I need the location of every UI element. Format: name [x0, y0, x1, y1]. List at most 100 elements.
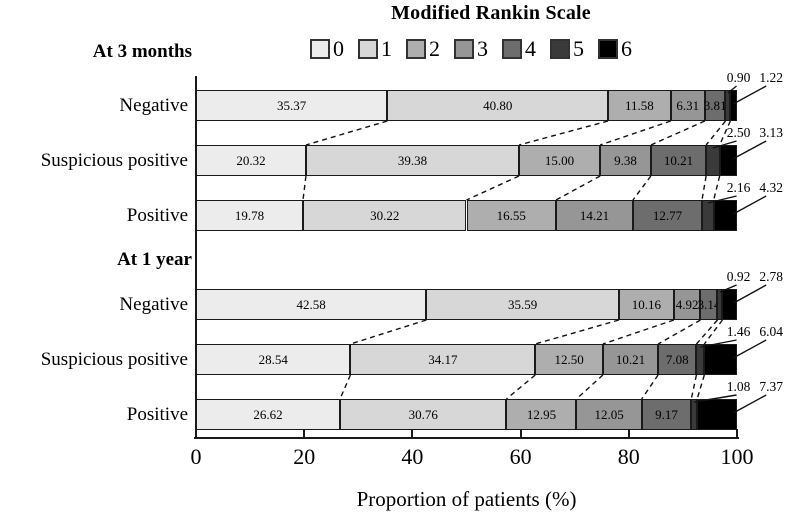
segment-value-label: 40.80	[483, 98, 513, 113]
dashed-connector	[696, 374, 705, 400]
segment-value-label: 35.37	[277, 98, 307, 113]
x-tick-mark	[519, 429, 522, 437]
x-axis-line	[194, 437, 739, 439]
bar-segment-mrs-3: 12.05	[576, 399, 642, 430]
bar-segment-mrs-3: 10.21	[602, 344, 659, 375]
dashed-connector	[555, 175, 601, 201]
leader-line-mrs-6	[732, 140, 767, 160]
legend-label: 1	[381, 36, 392, 61]
legend-label: 2	[429, 36, 440, 61]
segment-value-label: 10.21	[615, 352, 646, 367]
bar-segment-mrs-6	[697, 399, 737, 430]
bar-segment-mrs-3: 14.21	[556, 200, 633, 231]
bar-segment-mrs-0: 26.62	[196, 399, 340, 430]
bar-segment-mrs-4: 7.08	[658, 344, 697, 375]
x-tick-mark	[736, 429, 738, 437]
dashed-connector	[599, 120, 671, 146]
bar-segment-mrs-2: 11.58	[608, 90, 671, 121]
legend-swatch-icon	[454, 39, 474, 59]
bar-segment-mrs-6	[719, 145, 737, 176]
segment-value-label: 34.17	[428, 352, 458, 367]
bar-segment-mrs-1: 30.22	[303, 200, 467, 231]
bar-segment-mrs-0: 28.54	[196, 344, 351, 375]
dashed-connector	[466, 175, 520, 201]
dashed-connector	[302, 175, 307, 201]
leader-line-mrs-6	[732, 339, 767, 359]
segment-value-label: 16.55	[496, 208, 526, 223]
x-tick-mark	[303, 429, 306, 437]
dashed-connector	[339, 374, 352, 400]
x-tick-label: 80	[617, 444, 640, 469]
segment-value-label: 19.78	[234, 208, 265, 223]
dashed-connector	[695, 319, 718, 345]
bar-segment-mrs-1: 35.59	[426, 289, 619, 320]
leader-line-mrs-6	[733, 284, 767, 304]
bar-segment-mrs-2: 15.00	[518, 145, 601, 176]
leader-line-mrs-6	[732, 394, 767, 414]
segment-value-label: 4.92	[675, 297, 699, 312]
segment-value-label: 11.58	[625, 98, 654, 113]
bar-segment-mrs-5	[696, 344, 705, 375]
annotation-value-mrs-5: 2.50	[726, 125, 751, 140]
bar-segment-mrs-3: 9.38	[600, 145, 651, 176]
segment-value-label: 9.17	[655, 407, 678, 422]
bar-segment-mrs-4: 12.77	[632, 200, 702, 231]
annotation-value-mrs-5: 1.46	[726, 324, 751, 339]
annotation-value-mrs-6: 3.13	[759, 125, 783, 140]
dashed-connector	[690, 374, 698, 400]
bar-annotation: 1.08 7.37	[727, 379, 783, 395]
dashed-connector	[701, 175, 707, 201]
annotation-value-mrs-5: 2.16	[726, 180, 751, 195]
bar-segment-mrs-0: 35.37	[196, 90, 388, 121]
dashed-connector	[535, 319, 620, 345]
segment-value-label: 30.22	[370, 208, 400, 223]
dashed-connector	[576, 374, 604, 400]
row-label-suspicious-positive-1y: Suspicious positive	[40, 349, 188, 370]
segment-value-label: 3.81	[703, 98, 727, 113]
legend-item-4: 4	[502, 38, 536, 60]
dashed-connector	[602, 319, 675, 345]
segment-value-label: 12.95	[526, 407, 557, 422]
bar-segment-mrs-6	[730, 90, 737, 121]
bar-annotation: 1.46 6.04	[727, 324, 783, 340]
legend-swatch-icon	[358, 39, 378, 59]
segment-value-label: 6.31	[676, 98, 700, 113]
x-tick-label: 40	[401, 444, 424, 469]
dashed-connector	[305, 120, 388, 146]
mrs-legend: 0 1 2 3 4 5 6	[310, 38, 632, 60]
segment-value-label: 12.50	[554, 352, 584, 367]
bar-segment-mrs-2: 12.50	[535, 344, 603, 375]
leader-line-mrs-6	[732, 195, 767, 215]
bar-segment-mrs-6	[722, 289, 738, 320]
segment-value-label: 12.05	[594, 407, 624, 422]
legend-swatch-icon	[502, 39, 522, 59]
segment-value-label: 12.77	[652, 208, 683, 223]
x-tick-label: 0	[190, 444, 202, 469]
segment-value-label: 20.32	[236, 153, 266, 168]
segment-value-label: 7.08	[665, 352, 689, 367]
segment-value-label: 10.21	[663, 153, 694, 168]
bar-segment-mrs-6	[704, 344, 737, 375]
annotation-value-mrs-6: 1.22	[759, 70, 783, 85]
segment-value-label: 14.21	[579, 208, 610, 223]
bar-segment-mrs-4: 10.21	[650, 145, 707, 176]
bar-segment-mrs-1: 39.38	[305, 145, 519, 176]
dashed-connector	[713, 175, 721, 201]
row-label-positive-1y: Positive	[126, 404, 188, 425]
legend-item-2: 2	[406, 38, 440, 60]
bar-annotation: 0.92 2.78	[727, 269, 783, 285]
bar-segment-mrs-6	[713, 200, 738, 231]
bar-segment-mrs-1: 30.76	[340, 399, 507, 430]
annotation-value-mrs-6: 2.78	[759, 269, 783, 284]
segment-value-label: 42.58	[296, 297, 326, 312]
section-label-at-3-months: At 3 months	[92, 41, 192, 62]
bar-annotation: 2.50 3.13	[727, 125, 783, 141]
x-tick-mark	[195, 429, 197, 437]
row-label-negative-3m: Negative	[119, 95, 188, 116]
bar-annotation: 2.16 4.32	[727, 180, 783, 196]
x-tick-label: 20	[293, 444, 316, 469]
segment-value-label: 10.16	[631, 297, 661, 312]
dashed-connector	[705, 120, 727, 146]
legend-label: 4	[525, 36, 536, 61]
